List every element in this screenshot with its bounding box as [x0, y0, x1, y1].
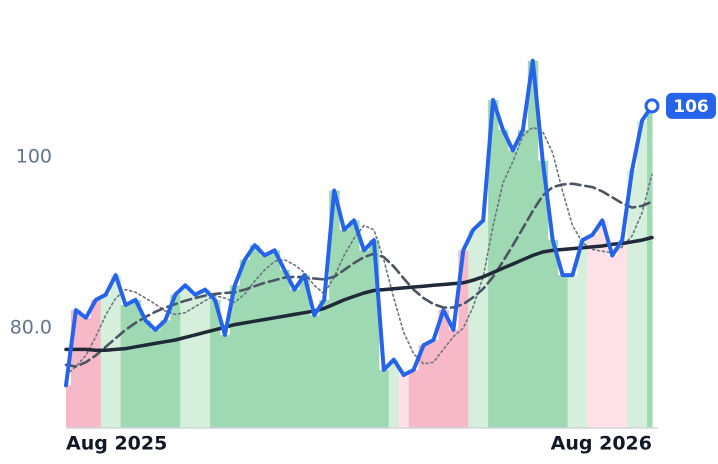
regime-bar — [309, 315, 320, 428]
regime-bar — [80, 317, 92, 428]
regime-bar — [498, 129, 509, 428]
regime-bar — [597, 220, 608, 428]
regime-bar — [90, 299, 102, 428]
regime-bar — [259, 255, 271, 428]
regime-bar — [130, 299, 141, 428]
regime-bar — [229, 285, 241, 428]
regime-bar — [478, 220, 489, 428]
regime-bar — [468, 229, 479, 428]
regime-bar — [517, 129, 529, 428]
regime-bar — [66, 385, 72, 428]
regime-bar — [398, 375, 410, 428]
regime-bar — [408, 369, 420, 428]
regime-bar — [527, 60, 539, 428]
value-label-box — [666, 92, 716, 119]
regime-bar — [110, 275, 122, 428]
regime-bar — [249, 245, 261, 428]
regime-bar — [537, 160, 549, 428]
regime-bar — [100, 294, 112, 428]
regime-bar — [329, 190, 340, 428]
regime-bar — [507, 150, 519, 428]
regime-bar — [587, 234, 598, 428]
regime-bar — [647, 105, 653, 429]
last-point — [644, 98, 660, 114]
regime-bar — [418, 345, 430, 428]
regime-bar — [150, 329, 161, 428]
regime-bar — [239, 259, 251, 428]
regime-bar — [200, 289, 211, 428]
y-tick-label: 100 — [16, 146, 52, 168]
series-line — [64, 182, 654, 368]
regime-bar — [488, 99, 499, 429]
regime-bar — [299, 275, 310, 428]
regime-bar — [428, 340, 439, 428]
regime-bar — [637, 120, 648, 429]
regime-bar — [180, 285, 191, 428]
x-tick-label: Aug 2025 — [66, 433, 167, 455]
regime-bar — [279, 269, 290, 428]
regime-bar — [289, 289, 300, 428]
regime-bar — [567, 275, 579, 428]
regime-bar — [319, 299, 330, 428]
regime-bar — [378, 369, 390, 428]
series-line — [64, 58, 654, 388]
regime-bar — [557, 275, 569, 428]
regime-bar — [438, 310, 449, 428]
regime-bar — [210, 299, 221, 428]
regime-bar — [269, 250, 281, 428]
regime-bar — [170, 294, 181, 428]
regime-bar — [627, 170, 638, 428]
regime-bar — [577, 240, 588, 428]
regime-bar — [617, 240, 628, 428]
regime-bar — [339, 229, 350, 428]
regime-bar — [547, 240, 559, 428]
regime-bar — [388, 359, 400, 428]
regime-bar — [607, 255, 618, 428]
regime-bar — [70, 310, 82, 428]
regime-bar — [190, 294, 201, 428]
regime-bar — [458, 250, 469, 428]
regime-bar — [160, 320, 171, 428]
y-tick-label: 80.0 — [10, 317, 52, 339]
regime-bar — [448, 329, 459, 428]
regime-bar — [219, 334, 231, 428]
regime-bar — [359, 250, 370, 428]
regime-bar — [368, 240, 380, 428]
regime-bar — [120, 304, 132, 428]
value-label: 106 — [673, 97, 709, 117]
regime-bar — [140, 320, 151, 428]
regime-bar — [349, 220, 360, 428]
x-tick-label: Aug 2026 — [551, 433, 652, 455]
